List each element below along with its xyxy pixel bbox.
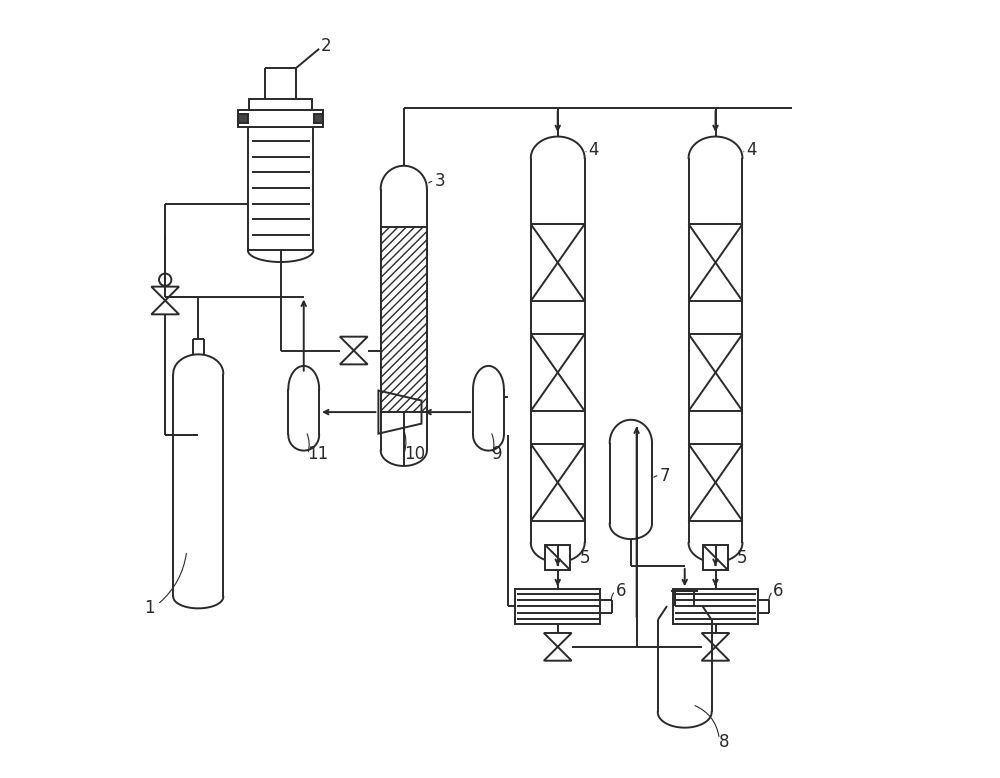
Bar bbox=[314, 114, 323, 124]
Text: 4: 4 bbox=[746, 142, 757, 159]
Text: 5: 5 bbox=[579, 548, 590, 566]
Bar bbox=[381, 227, 427, 412]
Bar bbox=[703, 545, 728, 569]
Bar bbox=[515, 589, 600, 624]
Bar bbox=[238, 110, 323, 128]
Text: 8: 8 bbox=[719, 733, 730, 751]
Bar bbox=[249, 99, 312, 110]
Text: 6: 6 bbox=[615, 582, 626, 600]
Text: 9: 9 bbox=[492, 446, 503, 464]
Text: 3: 3 bbox=[435, 172, 445, 190]
Text: 10: 10 bbox=[404, 446, 425, 464]
Text: 5: 5 bbox=[737, 548, 748, 566]
Text: 11: 11 bbox=[308, 446, 329, 464]
Text: 7: 7 bbox=[660, 467, 670, 485]
Text: 4: 4 bbox=[589, 142, 599, 159]
Text: 1: 1 bbox=[144, 599, 155, 618]
Bar bbox=[248, 128, 313, 251]
Bar bbox=[673, 589, 758, 624]
Bar bbox=[545, 545, 570, 569]
Bar bbox=[238, 114, 248, 124]
Text: 2: 2 bbox=[321, 37, 331, 55]
Text: 6: 6 bbox=[773, 582, 784, 600]
